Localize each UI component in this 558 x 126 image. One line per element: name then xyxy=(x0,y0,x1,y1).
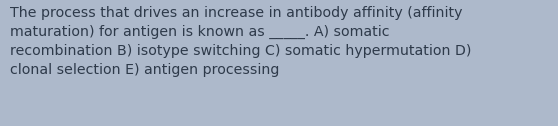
Text: The process that drives an increase in antibody affinity (affinity
maturation) f: The process that drives an increase in a… xyxy=(10,6,472,77)
